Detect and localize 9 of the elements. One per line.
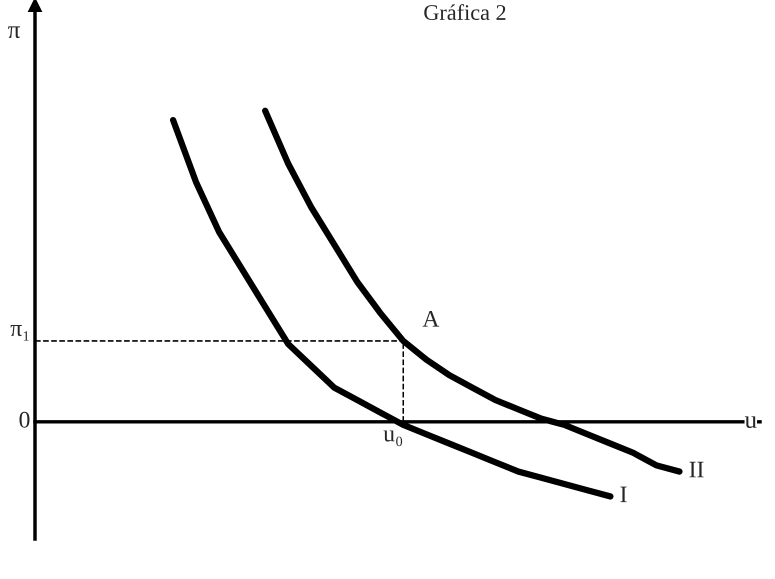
ref-line-label: π₁ — [10, 325, 29, 341]
annotation: u₀ — [384, 430, 402, 446]
text: 0 — [19, 412, 30, 428]
annotation: A — [422, 310, 440, 327]
x-axis-title: u — [744, 416, 757, 428]
chart-title: Gráfica 2 — [424, 4, 506, 20]
series-label: I — [620, 486, 627, 502]
y-axis-title: π — [8, 26, 20, 38]
series-label: II — [690, 462, 704, 478]
